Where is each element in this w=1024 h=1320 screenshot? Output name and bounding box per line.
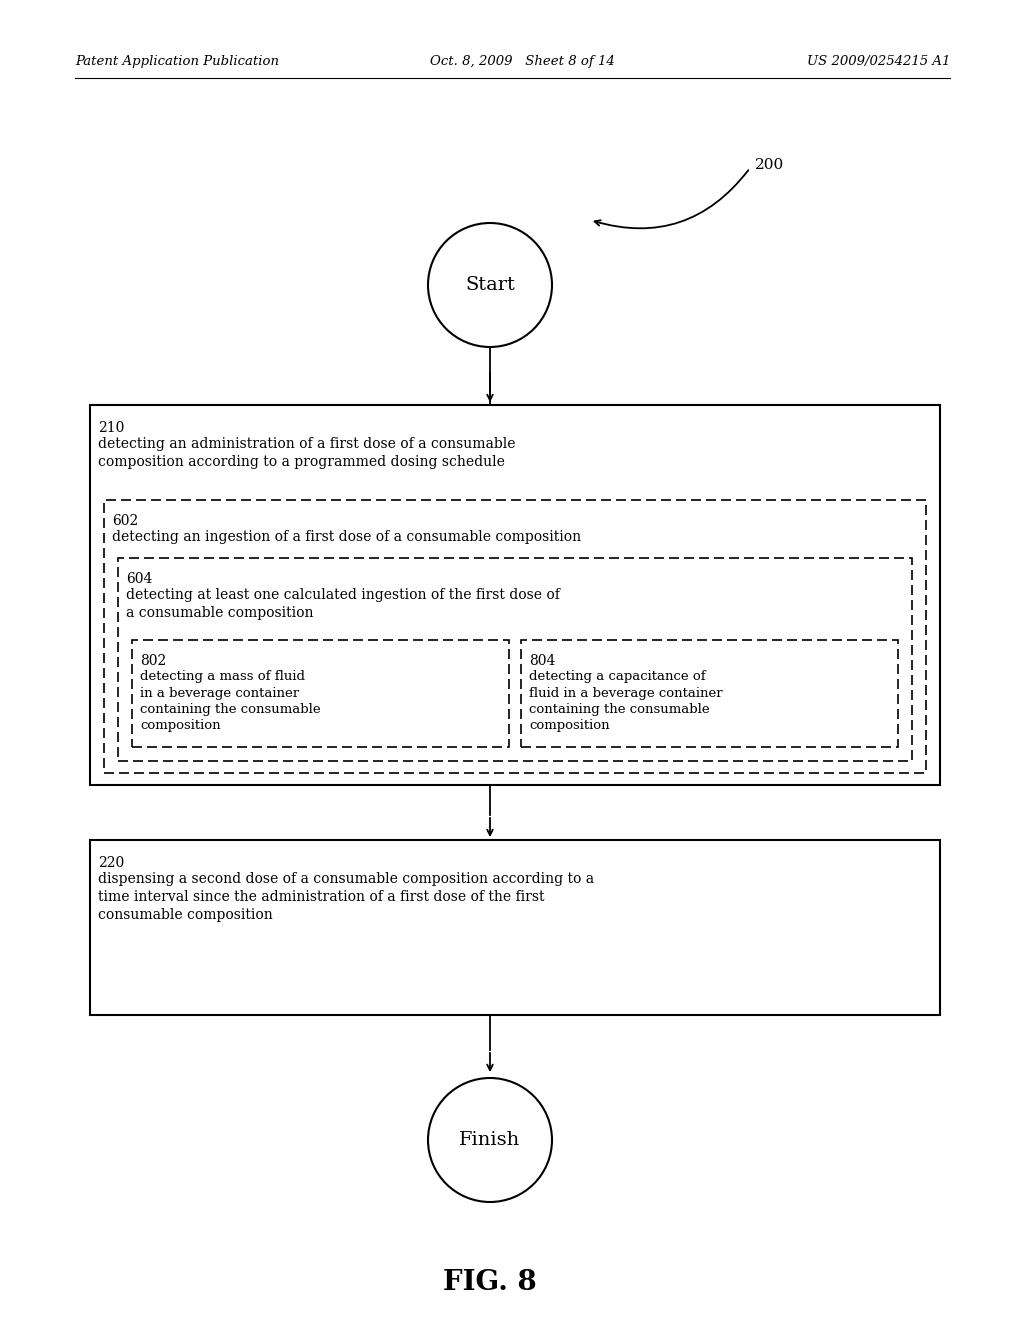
Text: Patent Application Publication: Patent Application Publication — [75, 55, 279, 69]
Text: 804: 804 — [529, 653, 555, 668]
Bar — [104, 500, 926, 774]
Text: 602: 602 — [112, 513, 138, 528]
Bar — [132, 640, 509, 747]
Text: 210: 210 — [98, 421, 124, 436]
Text: detecting at least one calculated ingestion of the first dose of
a consumable co: detecting at least one calculated ingest… — [126, 587, 560, 620]
Text: dispensing a second dose of a consumable composition according to a
time interva: dispensing a second dose of a consumable… — [98, 873, 594, 921]
Bar — [118, 558, 912, 762]
Text: 220: 220 — [98, 855, 124, 870]
Bar — [90, 840, 940, 1015]
Text: detecting an administration of a first dose of a consumable
composition accordin: detecting an administration of a first d… — [98, 437, 515, 469]
Text: Finish: Finish — [460, 1131, 520, 1148]
Text: 604: 604 — [126, 572, 153, 586]
Text: Oct. 8, 2009   Sheet 8 of 14: Oct. 8, 2009 Sheet 8 of 14 — [430, 55, 614, 69]
Text: detecting a capacitance of
fluid in a beverage container
containing the consumab: detecting a capacitance of fluid in a be… — [529, 671, 723, 733]
Text: detecting an ingestion of a first dose of a consumable composition: detecting an ingestion of a first dose o… — [112, 531, 582, 544]
Text: detecting a mass of fluid
in a beverage container
containing the consumable
comp: detecting a mass of fluid in a beverage … — [140, 671, 321, 733]
Bar — [90, 405, 940, 785]
Bar — [521, 640, 898, 747]
Text: Start: Start — [465, 276, 515, 294]
Text: 802: 802 — [140, 653, 166, 668]
Text: FIG. 8: FIG. 8 — [443, 1269, 537, 1295]
Text: US 2009/0254215 A1: US 2009/0254215 A1 — [807, 55, 950, 69]
Text: 200: 200 — [755, 158, 784, 172]
